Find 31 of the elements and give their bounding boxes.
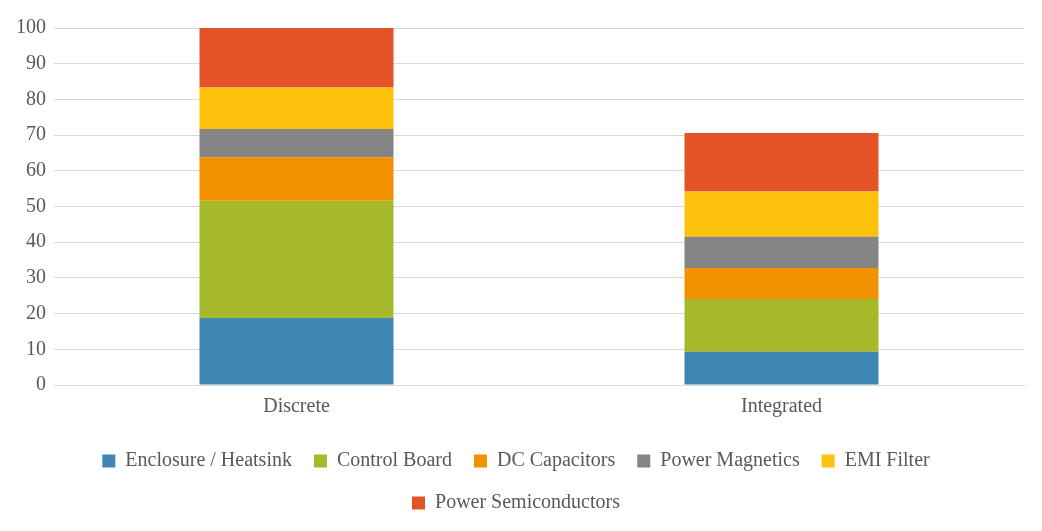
bar <box>684 298 879 352</box>
bar <box>684 351 879 385</box>
y-tick-label: 100 <box>16 15 46 38</box>
y-tick-label: 20 <box>26 300 46 323</box>
y-tick-label: 70 <box>26 122 46 145</box>
y-tick-label: 30 <box>26 265 46 288</box>
bar <box>199 87 394 130</box>
y-tick-label: 60 <box>26 158 46 181</box>
bar <box>684 236 879 268</box>
bar <box>684 191 879 237</box>
legend-label: Control Board <box>336 448 452 471</box>
legend-label: DC Capacitors <box>496 448 616 472</box>
y-tick-label: 90 <box>26 50 46 73</box>
y-tick-label: 50 <box>26 193 46 216</box>
x-tick-label: Integrated <box>740 394 823 418</box>
bar <box>199 157 394 201</box>
bar <box>199 200 394 318</box>
legend-label: EMI Filter <box>844 448 930 471</box>
y-tick-label: 10 <box>26 336 46 359</box>
bar <box>684 132 879 192</box>
bar <box>199 317 394 385</box>
y-tick-label: 0 <box>36 372 46 395</box>
bar <box>199 129 394 158</box>
legend-label: Enclosure / Heatsink <box>125 448 292 471</box>
legend-label: Power Magnetics <box>660 448 800 472</box>
bar <box>684 267 879 299</box>
x-tick-label: Discrete <box>263 394 330 417</box>
legend-label: Power Semiconductors <box>435 490 621 513</box>
bar <box>199 28 394 88</box>
y-tick-label: 40 <box>26 229 46 252</box>
y-tick-label: 80 <box>26 86 46 109</box>
